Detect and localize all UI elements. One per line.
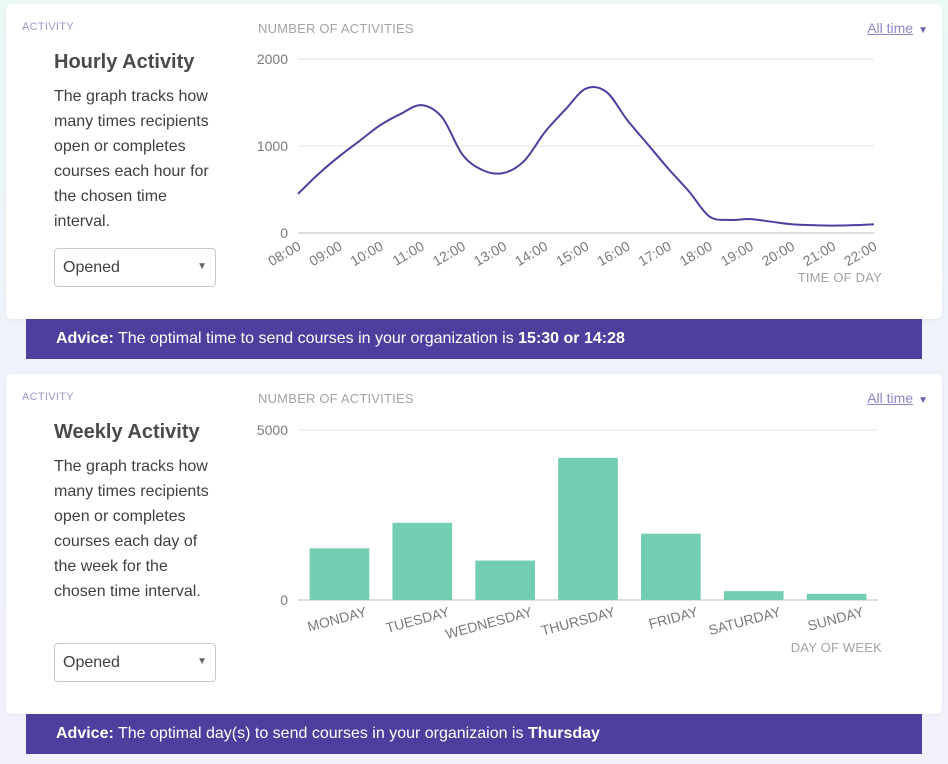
weekly-x-tick-label: SUNDAY bbox=[806, 603, 866, 633]
weekly-x-tick-label: SATURDAY bbox=[707, 603, 783, 638]
weekly-advice-value: Thursday bbox=[527, 725, 600, 742]
weekly-bar bbox=[641, 533, 701, 600]
hourly-x-tick-label: 18:00 bbox=[677, 238, 716, 269]
hourly-select-value: Opened bbox=[63, 259, 120, 276]
weekly-y-tick-label: 5000 bbox=[257, 422, 288, 438]
weekly-bar bbox=[806, 593, 867, 600]
hourly-description: The graph tracks how many times recipien… bbox=[54, 88, 209, 230]
weekly-x-axis-title: DAY OF WEEK bbox=[790, 640, 882, 655]
hourly-time-filter[interactable]: All time ▼ bbox=[867, 20, 928, 36]
hourly-advice-value: 15:30 or 14:28 bbox=[518, 330, 625, 347]
hourly-x-tick-label: 16:00 bbox=[594, 238, 633, 269]
caret-down-icon: ▼ bbox=[918, 395, 928, 406]
weekly-advice-banner: Advice: The optimal day(s) to send cours… bbox=[26, 714, 922, 754]
hourly-title: Hourly Activity bbox=[54, 51, 195, 73]
chevron-down-icon: ▼ bbox=[197, 261, 207, 272]
hourly-series-line bbox=[297, 86, 875, 227]
hourly-y-axis-title: NUMBER OF ACTIVITIES bbox=[258, 21, 414, 36]
weekly-bar bbox=[392, 522, 453, 600]
weekly-time-filter[interactable]: All time ▼ bbox=[867, 390, 928, 406]
hourly-advice-text: The optimal time to send courses in your… bbox=[113, 330, 519, 347]
hourly-activity-card: ACTIVITY Hourly Activity The graph track… bbox=[6, 4, 942, 319]
weekly-x-tick-label: WEDNESDAY bbox=[444, 603, 535, 642]
weekly-x-tick-label: MONDAY bbox=[306, 603, 369, 634]
hourly-x-tick-label: 09:00 bbox=[306, 238, 345, 269]
hourly-x-tick-label: 10:00 bbox=[347, 238, 386, 269]
weekly-y-axis-title: NUMBER OF ACTIVITIES bbox=[258, 391, 414, 406]
hourly-x-tick-label: 11:00 bbox=[389, 238, 427, 269]
weekly-bar bbox=[309, 548, 370, 600]
hourly-x-axis-title: TIME OF DAY bbox=[797, 270, 882, 285]
weekly-eyebrow: ACTIVITY bbox=[22, 391, 74, 403]
hourly-x-tick-label: 08:00 bbox=[265, 238, 304, 269]
hourly-x-tick-label: 20:00 bbox=[759, 238, 798, 269]
hourly-x-tick-label: 17:00 bbox=[635, 238, 674, 269]
weekly-time-filter-label[interactable]: All time bbox=[867, 390, 914, 406]
weekly-metric-select[interactable]: Opened ▼ bbox=[54, 643, 216, 682]
hourly-y-tick-label: 2000 bbox=[257, 51, 288, 67]
weekly-y-tick-label: 0 bbox=[280, 592, 288, 608]
hourly-eyebrow: ACTIVITY bbox=[22, 21, 74, 33]
hourly-advice-label: Advice: bbox=[56, 330, 114, 347]
hourly-advice-banner: Advice: The optimal time to send courses… bbox=[26, 319, 922, 359]
weekly-x-tick-label: FRIDAY bbox=[647, 603, 700, 632]
weekly-description: The graph tracks how many times recipien… bbox=[54, 458, 209, 600]
hourly-x-tick-label: 19:00 bbox=[718, 238, 757, 269]
weekly-advice-label: Advice: bbox=[56, 725, 114, 742]
hourly-time-filter-label[interactable]: All time bbox=[867, 20, 914, 36]
hourly-metric-select[interactable]: Opened ▼ bbox=[54, 248, 216, 287]
hourly-y-tick-label: 0 bbox=[280, 225, 288, 241]
hourly-x-tick-label: 15:00 bbox=[553, 238, 592, 269]
weekly-select-value: Opened bbox=[63, 654, 120, 671]
weekly-advice-text: The optimal day(s) to send courses in yo… bbox=[113, 725, 528, 742]
weekly-title: Weekly Activity bbox=[54, 421, 200, 443]
weekly-x-tick-label: THURSDAY bbox=[539, 603, 617, 638]
weekly-bar bbox=[558, 457, 618, 600]
weekly-x-tick-label: TUESDAY bbox=[384, 603, 452, 635]
caret-down-icon: ▼ bbox=[918, 25, 928, 36]
weekly-bar bbox=[723, 591, 784, 600]
hourly-x-tick-label: 14:00 bbox=[512, 238, 551, 269]
hourly-x-tick-label: 12:00 bbox=[430, 238, 469, 269]
hourly-y-tick-label: 1000 bbox=[257, 138, 288, 154]
chevron-down-icon: ▼ bbox=[197, 656, 207, 667]
hourly-x-tick-label: 13:00 bbox=[471, 238, 510, 269]
hourly-x-tick-label: 22:00 bbox=[841, 238, 880, 269]
weekly-activity-card: ACTIVITY Weekly Activity The graph track… bbox=[6, 374, 942, 714]
weekly-bar bbox=[475, 560, 535, 600]
hourly-x-tick-label: 21:00 bbox=[800, 238, 839, 269]
